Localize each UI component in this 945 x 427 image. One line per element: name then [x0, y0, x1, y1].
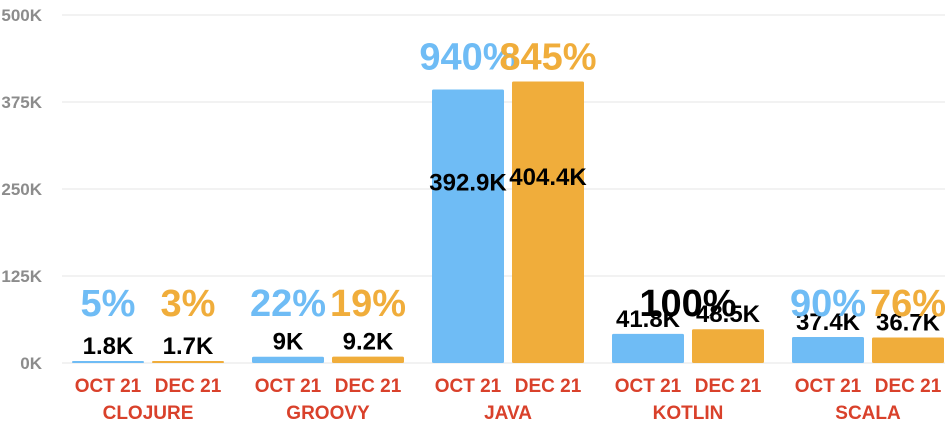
bar [872, 337, 944, 363]
period-label: OCT 21 [435, 376, 502, 397]
value-label: 1.8K [83, 333, 134, 360]
value-label: 9.2K [343, 329, 394, 356]
percent-annotation: 100% [639, 283, 736, 325]
value-label: 1.7K [163, 333, 214, 360]
category-label: JAVA [484, 403, 532, 424]
category-label: KOTLIN [653, 403, 724, 424]
value-label: 9K [273, 329, 304, 356]
percent-annotation: 90% [790, 283, 866, 325]
value-label: 48.5K [696, 301, 761, 328]
y-tick-label: 375K [1, 93, 42, 112]
period-label: DEC 21 [335, 376, 402, 397]
percent-annotation: 845% [499, 37, 596, 79]
category-label: GROOVY [286, 403, 370, 424]
value-label: 392.9K [429, 170, 507, 197]
period-label: DEC 21 [695, 376, 762, 397]
period-label: DEC 21 [875, 376, 942, 397]
value-label: 404.4K [509, 164, 587, 191]
period-label: DEC 21 [155, 376, 222, 397]
bar [692, 329, 764, 363]
category-label: CLOJURE [103, 403, 194, 424]
y-tick-label: 125K [1, 267, 42, 286]
category-label: SCALA [835, 403, 901, 424]
percent-annotation: 19% [330, 283, 406, 325]
percent-annotation: 3% [161, 283, 216, 325]
bar [612, 333, 684, 363]
y-tick-label: 500K [1, 6, 42, 25]
period-label: OCT 21 [615, 376, 682, 397]
value-label: 37.4K [796, 309, 861, 336]
value-label: 41.8K [616, 306, 681, 333]
percent-annotation: 76% [870, 283, 945, 325]
value-label: 36.7K [876, 309, 941, 336]
percent-annotation: 5% [81, 283, 136, 325]
period-label: OCT 21 [255, 376, 322, 397]
period-label: OCT 21 [795, 376, 862, 397]
bar [152, 361, 224, 363]
y-tick-label: 0K [20, 354, 42, 373]
y-tick-label: 250K [1, 180, 42, 199]
bar [432, 89, 504, 364]
percent-annotation: 22% [250, 283, 326, 325]
bar [332, 356, 404, 363]
bar [252, 356, 324, 363]
percent-annotation: 940% [419, 37, 516, 79]
period-label: OCT 21 [75, 376, 142, 397]
period-label: DEC 21 [515, 376, 582, 397]
bar [72, 361, 144, 363]
bar [512, 81, 584, 363]
bar [792, 336, 864, 363]
